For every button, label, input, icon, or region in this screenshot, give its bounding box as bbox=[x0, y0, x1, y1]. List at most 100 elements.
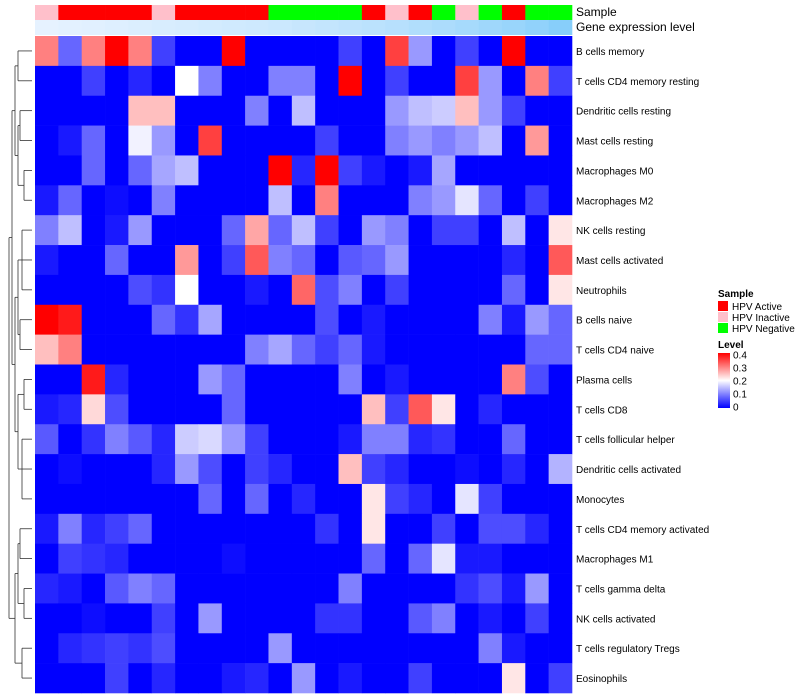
heatmap-cell bbox=[128, 334, 153, 365]
heatmap-cell bbox=[81, 65, 106, 97]
sample-annotation-cell bbox=[478, 5, 503, 20]
row-label: Macrophages M0 bbox=[576, 166, 654, 177]
row-label: B cells naive bbox=[576, 316, 633, 327]
heatmap-cell bbox=[81, 125, 106, 156]
row-label: Monocytes bbox=[576, 495, 624, 506]
heatmap-cell bbox=[315, 603, 339, 634]
heatmap-cell bbox=[245, 95, 269, 126]
heatmap-cell bbox=[408, 304, 433, 335]
heatmap-cell bbox=[501, 304, 526, 335]
heatmap-cell bbox=[35, 215, 59, 246]
heatmap-cell bbox=[548, 185, 573, 216]
heatmap-cell bbox=[455, 274, 479, 306]
heatmap-cell bbox=[338, 394, 363, 425]
heatmap-cell bbox=[478, 543, 503, 574]
heatmap-cell bbox=[548, 394, 573, 425]
row-label: Neutrophils bbox=[576, 286, 627, 297]
heatmap-cell bbox=[105, 245, 129, 276]
heatmap-cell bbox=[175, 454, 199, 485]
sample-annotation-cell bbox=[245, 5, 269, 20]
expression-annotation-cell bbox=[315, 20, 339, 35]
heatmap-cell bbox=[455, 543, 479, 574]
heatmap-cell bbox=[478, 513, 503, 544]
heatmap-cell bbox=[268, 274, 293, 306]
heatmap-cell bbox=[315, 36, 339, 67]
heatmap-cell bbox=[385, 603, 409, 634]
row-dendrogram bbox=[8, 50, 32, 679]
heatmap-cell bbox=[361, 424, 386, 455]
heatmap-cell bbox=[501, 633, 526, 664]
heatmap-cell bbox=[175, 603, 199, 634]
heatmap-cell bbox=[408, 633, 433, 664]
heatmap-cell bbox=[291, 663, 316, 694]
heatmap-cell bbox=[408, 663, 433, 694]
heatmap-cell bbox=[338, 364, 363, 395]
heatmap-cell bbox=[105, 304, 129, 335]
heatmap-cell bbox=[198, 36, 223, 67]
heatmap-cell bbox=[128, 65, 153, 97]
heatmap-cell bbox=[151, 663, 176, 694]
heatmap-cell bbox=[221, 394, 246, 425]
heatmap-cell bbox=[128, 245, 153, 276]
heatmap-cell bbox=[245, 304, 269, 335]
heatmap-cell bbox=[455, 454, 479, 485]
heatmap-cell bbox=[338, 155, 363, 186]
sample-annotation-cell bbox=[431, 5, 456, 20]
heatmap-cell bbox=[198, 274, 223, 306]
heatmap-cell bbox=[525, 483, 549, 515]
heatmap-cell bbox=[268, 663, 293, 694]
heatmap-cell bbox=[58, 603, 82, 634]
heatmap-cell bbox=[128, 603, 153, 634]
heatmap-cell bbox=[548, 334, 573, 365]
heatmap-cell bbox=[408, 573, 433, 604]
heatmap-cell bbox=[58, 513, 82, 544]
heatmap-cell bbox=[58, 245, 82, 276]
heatmap-cell bbox=[35, 394, 59, 425]
heatmap-cell bbox=[385, 304, 409, 335]
heatmap-cell bbox=[478, 364, 503, 395]
expression-annotation-cell bbox=[58, 20, 82, 35]
sample-annotation-cell bbox=[221, 5, 246, 20]
heatmap-cell bbox=[525, 663, 549, 694]
heatmap-cell bbox=[198, 424, 223, 455]
heatmap-cell bbox=[431, 573, 456, 604]
heatmap-cell bbox=[291, 95, 316, 126]
heatmap-cell bbox=[245, 36, 269, 67]
heatmap-cell bbox=[175, 543, 199, 574]
heatmap-cell bbox=[361, 215, 386, 246]
heatmap-cell bbox=[478, 424, 503, 455]
heatmap-cell bbox=[361, 95, 386, 126]
heatmap-cell bbox=[291, 245, 316, 276]
legend-level-tick-label: 0.1 bbox=[733, 390, 747, 401]
heatmap-cell bbox=[361, 454, 386, 485]
heatmap-cell bbox=[105, 65, 129, 97]
heatmap-cell bbox=[548, 603, 573, 634]
expression-annotation-cell bbox=[128, 20, 153, 35]
heatmap-cell bbox=[151, 95, 176, 126]
heatmap-cell bbox=[431, 185, 456, 216]
heatmap-cell bbox=[35, 633, 59, 664]
heatmap-cell bbox=[151, 245, 176, 276]
legend-sample-swatch bbox=[718, 301, 728, 311]
heatmap-cell bbox=[291, 573, 316, 604]
heatmap-cell bbox=[338, 304, 363, 335]
heatmap-cell bbox=[431, 95, 456, 126]
heatmap-cell bbox=[501, 155, 526, 186]
heatmap-cell bbox=[525, 573, 549, 604]
heatmap-cell bbox=[245, 125, 269, 156]
heatmap-cell bbox=[431, 543, 456, 574]
legend-sample-swatch bbox=[718, 323, 728, 333]
heatmap-cell bbox=[455, 36, 479, 67]
heatmap-cell bbox=[291, 65, 316, 97]
heatmap-cell bbox=[221, 364, 246, 395]
heatmap-cell bbox=[151, 603, 176, 634]
heatmap-cell bbox=[431, 513, 456, 544]
heatmap-cell bbox=[245, 155, 269, 186]
heatmap-cell bbox=[291, 543, 316, 574]
heatmap-cell bbox=[361, 603, 386, 634]
heatmap-cell bbox=[105, 603, 129, 634]
heatmap-cell bbox=[338, 603, 363, 634]
row-label: T cells CD4 memory activated bbox=[576, 525, 709, 536]
heatmap-cell bbox=[455, 603, 479, 634]
heatmap-cell bbox=[338, 513, 363, 544]
